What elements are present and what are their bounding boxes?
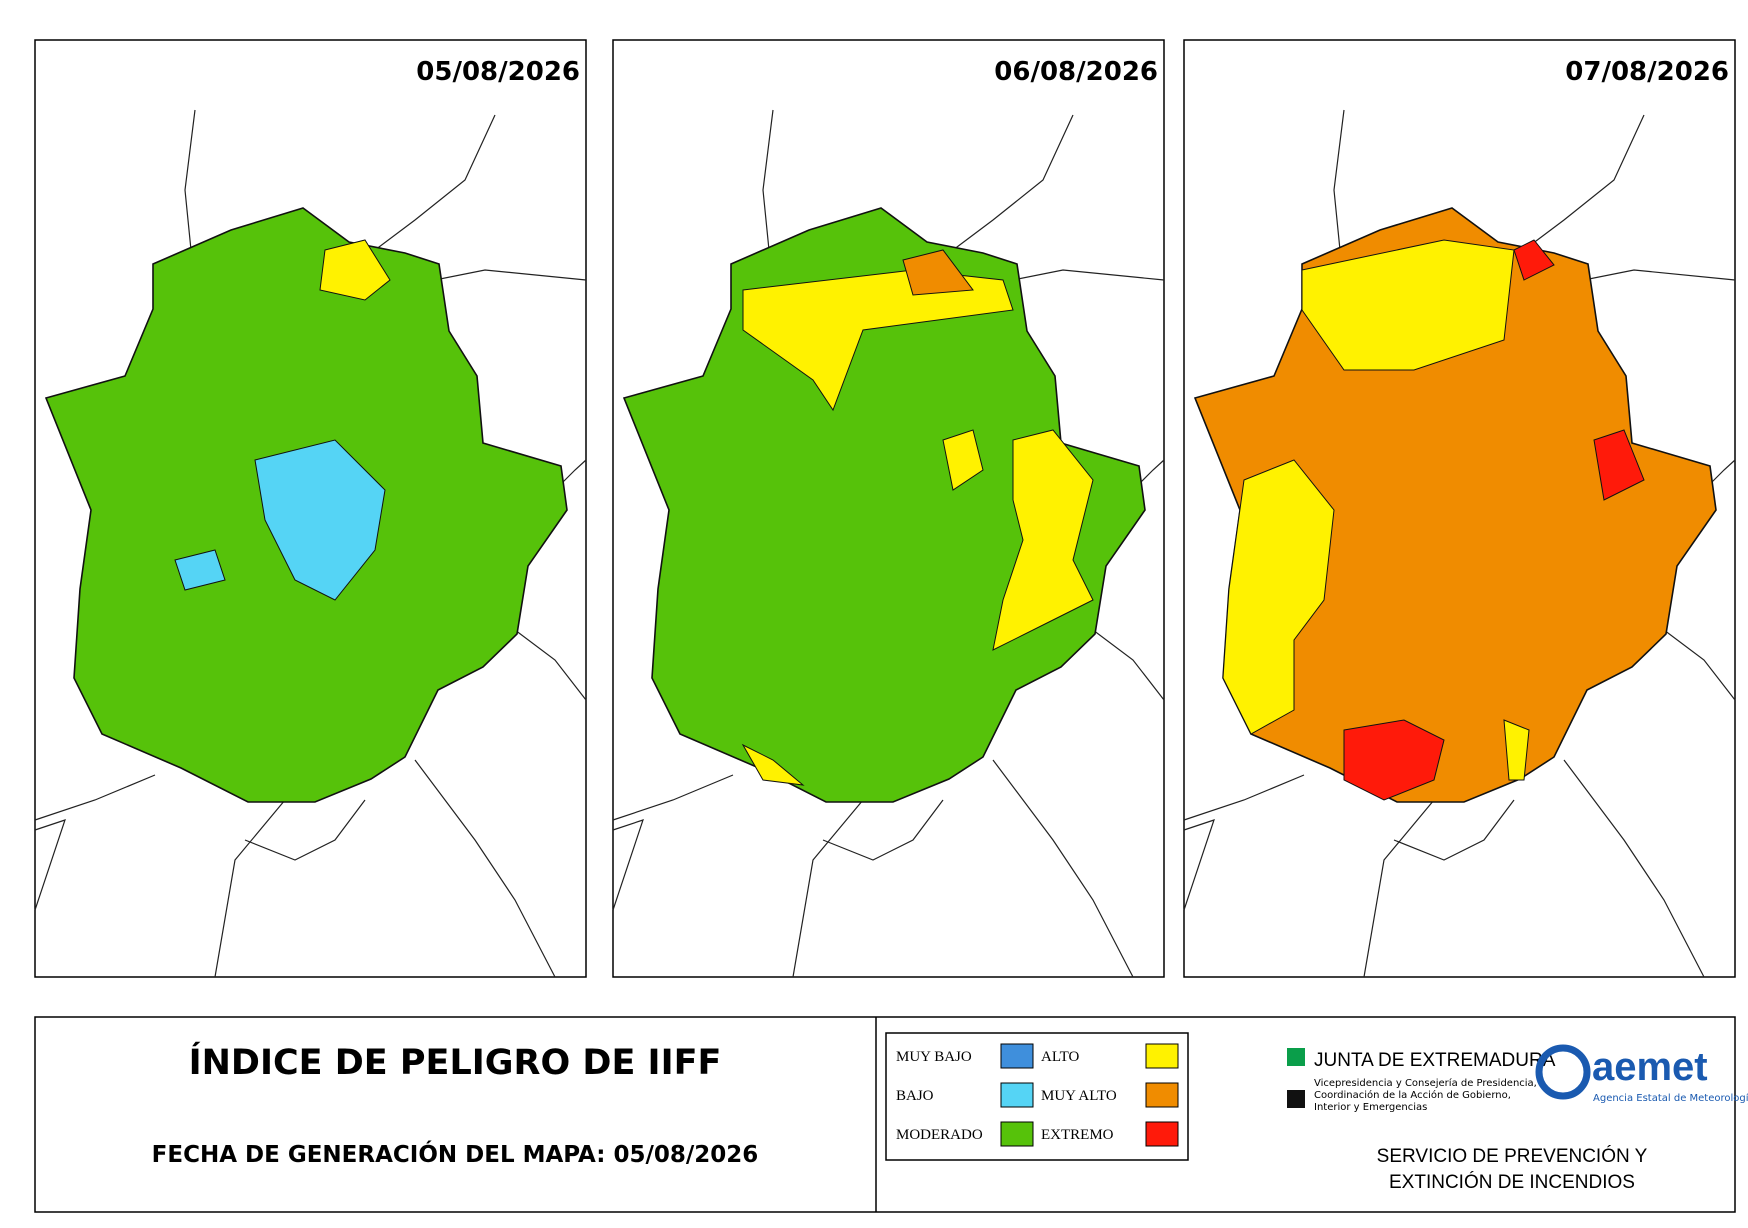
junta-icon <box>1287 1048 1305 1066</box>
map-date: 06/08/2026 <box>994 57 1158 87</box>
map-date: 05/08/2026 <box>416 57 580 87</box>
legend-label: BAJO <box>896 1088 934 1104</box>
legend-swatch <box>1145 1121 1179 1147</box>
area-bajo <box>254 439 386 601</box>
legend: MUY BAJO BAJO MODERADO ALTO MUY ALTO EXTREMO <box>896 1043 1179 1147</box>
panel-frame <box>612 39 1165 978</box>
panel-frame <box>34 39 587 978</box>
area-alto <box>319 239 391 301</box>
aemet-sub: Agencia Estatal de Meteorología <box>1593 1092 1748 1104</box>
area-alto <box>741 743 805 786</box>
junta-icon <box>1287 1090 1305 1108</box>
junta-sub: Interior y Emergencias <box>1314 1102 1427 1113</box>
footer-title: ÍNDICE DE PELIGRO DE IIFF <box>189 1041 722 1083</box>
aemet-icon <box>1535 1044 1591 1100</box>
map-panel: 05/08/2026 <box>34 39 587 978</box>
aemet-logo: aemet <box>1592 1045 1708 1089</box>
legend-label: EXTREMO <box>1041 1127 1114 1143</box>
service-name: EXTINCIÓN DE INCENDIOS <box>1389 1171 1635 1193</box>
legend-label: MUY BAJO <box>896 1049 972 1065</box>
footer-frame <box>34 1016 1736 1213</box>
area-extremo <box>1593 429 1645 501</box>
area-extremo <box>1343 719 1445 801</box>
legend-swatch <box>1000 1043 1034 1069</box>
legend-swatch <box>1145 1043 1179 1069</box>
legend-swatch <box>1000 1082 1034 1108</box>
junta-logo: JUNTA DE EXTREMADURA <box>1314 1050 1556 1071</box>
area-extremo <box>1513 239 1555 281</box>
service-name: SERVICIO DE PREVENCIÓN Y <box>1377 1145 1648 1167</box>
map-panel: 07/08/2026 <box>1183 39 1736 978</box>
area-alto <box>1301 239 1515 371</box>
panel-frame <box>1183 39 1736 978</box>
legend-label: MUY ALTO <box>1041 1088 1117 1104</box>
junta-sub: Coordinación de la Acción de Gobierno, <box>1314 1089 1511 1101</box>
legend-swatch <box>1145 1082 1179 1108</box>
area-bajo <box>174 549 226 591</box>
area-alto <box>1222 459 1335 735</box>
area-alto <box>1503 719 1530 781</box>
area-alto <box>942 429 984 491</box>
area-muy-alto <box>902 249 974 296</box>
generated-date: FECHA DE GENERACIÓN DEL MAPA: 05/08/2026 <box>152 1140 759 1168</box>
legend-label: MODERADO <box>896 1127 983 1143</box>
footer: ÍNDICE DE PELIGRO DE IIFF FECHA DE GENER… <box>34 1016 1748 1213</box>
legend-swatch <box>1000 1121 1034 1147</box>
legend-frame <box>885 1032 1189 1161</box>
area-alto <box>992 429 1094 651</box>
map-date: 07/08/2026 <box>1565 57 1729 87</box>
map-panel: 06/08/2026 <box>612 39 1165 978</box>
junta-sub: Vicepresidencia y Consejería de Presiden… <box>1314 1077 1537 1089</box>
legend-label: ALTO <box>1041 1049 1080 1065</box>
